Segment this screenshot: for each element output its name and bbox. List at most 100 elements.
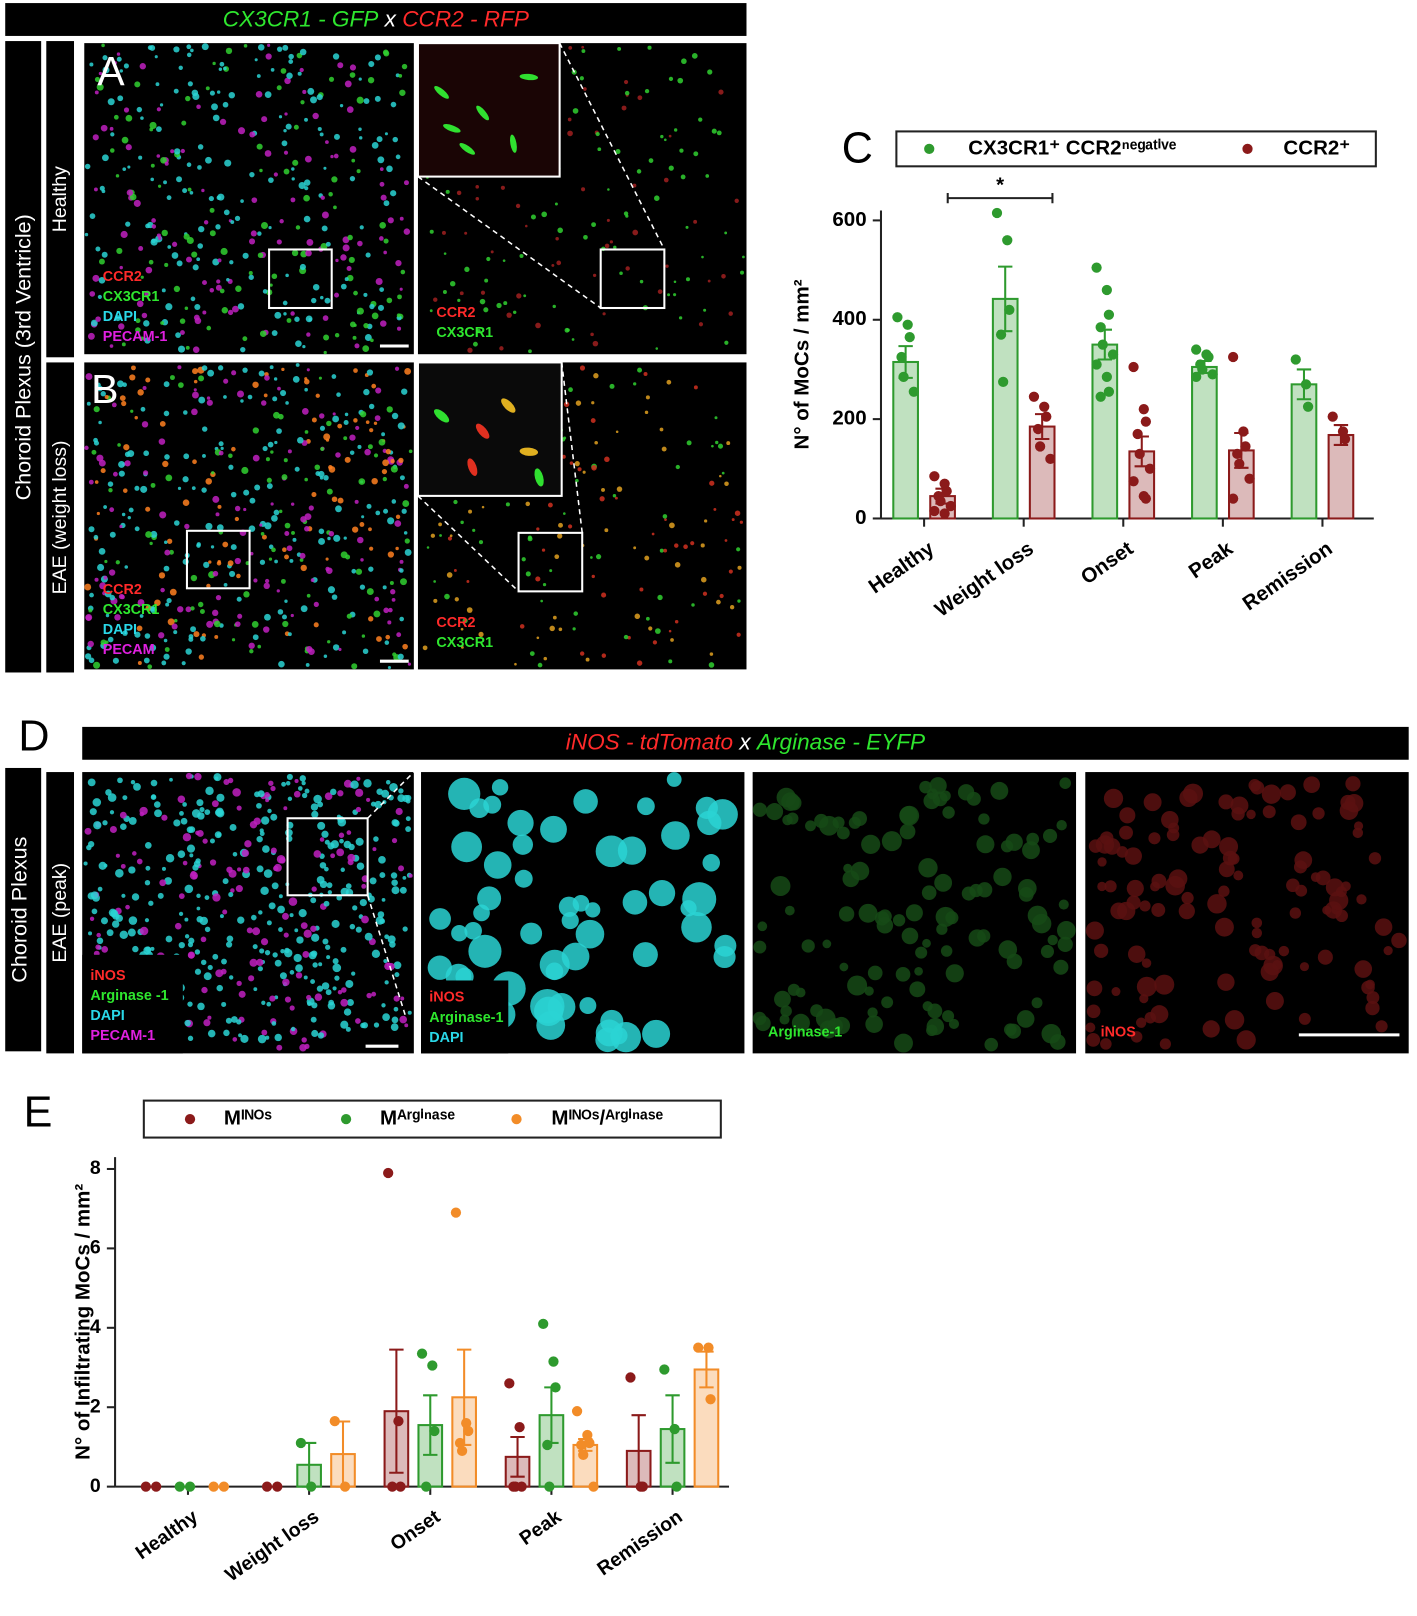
- y-tick-label: 600: [832, 208, 866, 231]
- cell: [255, 90, 263, 98]
- cell: [328, 76, 335, 82]
- cell: [177, 365, 182, 370]
- cell: [1086, 1033, 1101, 1047]
- zoom-line: [560, 362, 583, 533]
- cell: [461, 645, 464, 649]
- cell: [197, 144, 204, 150]
- cell: [323, 166, 327, 170]
- cell: [196, 543, 201, 548]
- data-point: [416, 1348, 428, 1359]
- data-point: [1207, 369, 1218, 380]
- cell: [205, 86, 210, 91]
- header: CX3CR1 - GFP x CCR2 - RFP: [223, 7, 529, 32]
- cell: [164, 161, 169, 166]
- cell: [403, 228, 411, 235]
- cell: [354, 499, 359, 504]
- cell: [107, 793, 117, 802]
- cell: [327, 842, 335, 850]
- cell: [633, 382, 637, 386]
- cell: [225, 1017, 232, 1024]
- cell: [95, 944, 101, 950]
- cell: [346, 265, 352, 271]
- cell: [120, 863, 126, 869]
- cell: [274, 440, 278, 445]
- cell: [359, 898, 367, 907]
- cell: [266, 477, 272, 483]
- cell: [84, 163, 91, 170]
- cell: [184, 306, 189, 310]
- cell: [668, 629, 672, 633]
- cell: [549, 625, 555, 632]
- cell: [1298, 1012, 1311, 1025]
- cell: [709, 652, 714, 656]
- cell: [186, 256, 192, 263]
- panel-label: B: [91, 366, 118, 412]
- cell: [702, 591, 708, 596]
- cell: [679, 148, 684, 153]
- cell: [299, 1044, 307, 1052]
- cell: [177, 795, 186, 804]
- cell: [364, 932, 373, 941]
- cell: [352, 526, 359, 533]
- cell: [310, 803, 319, 811]
- cell: [607, 188, 610, 191]
- cell: [645, 395, 650, 400]
- cell: [673, 280, 677, 284]
- cell: [303, 215, 311, 223]
- cell: [134, 485, 140, 491]
- cell: [724, 340, 729, 345]
- cell: [483, 307, 489, 313]
- cell: [344, 277, 349, 282]
- cell: [581, 45, 585, 49]
- header-part: x: [384, 7, 397, 32]
- cell: [905, 904, 923, 922]
- cell: [387, 517, 395, 525]
- cell: [615, 430, 619, 434]
- cell: [340, 551, 348, 559]
- cell: [466, 580, 470, 583]
- cell: [208, 560, 212, 564]
- cell: [139, 63, 146, 70]
- cell: [784, 905, 795, 916]
- cell: [212, 953, 219, 960]
- cell: [1181, 891, 1194, 905]
- cell: [232, 1037, 238, 1042]
- data-point: [571, 1406, 583, 1417]
- cell: [144, 880, 151, 886]
- cell: [304, 788, 310, 794]
- cell: [145, 605, 152, 612]
- cell: [117, 777, 123, 784]
- cell: [182, 802, 187, 807]
- cell: [283, 458, 288, 463]
- error-bar: [423, 1394, 438, 1456]
- cell: [236, 980, 242, 987]
- cell: [212, 61, 216, 66]
- cell: [159, 420, 166, 427]
- cell: [198, 654, 205, 660]
- cell: [196, 829, 204, 837]
- cell: [224, 159, 232, 167]
- data-point: [395, 1481, 406, 1492]
- cell: [281, 140, 288, 147]
- cell: [1097, 857, 1107, 867]
- cell: [1006, 953, 1023, 970]
- cell: [223, 395, 227, 399]
- data-point: [1244, 473, 1255, 484]
- cell: [479, 298, 486, 305]
- cell: [359, 411, 367, 418]
- cell: [151, 238, 156, 244]
- cell: [595, 1019, 623, 1047]
- cell: [139, 926, 149, 936]
- cell: [552, 304, 556, 309]
- cell: [397, 294, 402, 300]
- cell: [125, 904, 130, 910]
- cell: [1053, 959, 1069, 975]
- cell: [173, 630, 178, 635]
- cell: [1365, 1000, 1380, 1016]
- cell: [364, 334, 372, 342]
- data-point: [671, 1481, 682, 1492]
- cell: [92, 134, 99, 141]
- cell: [201, 986, 208, 994]
- y-tick-label: 400: [832, 307, 866, 330]
- cell: [690, 541, 695, 546]
